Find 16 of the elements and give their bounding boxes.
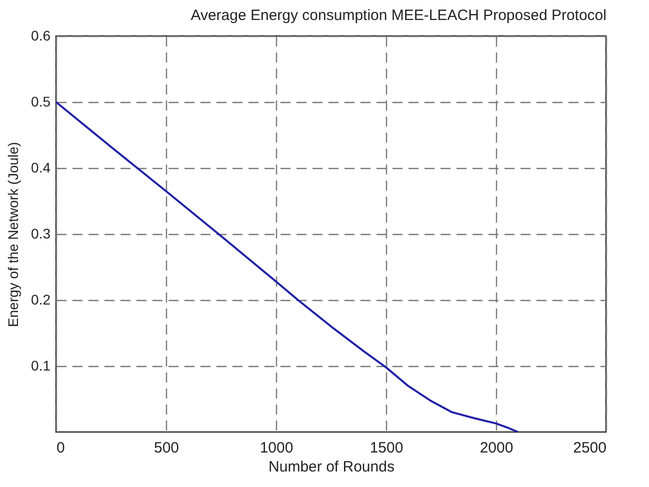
x-tick-label: 2000 [480, 440, 514, 456]
y-tick-label: 0.4 [31, 160, 51, 176]
y-axis-title: Energy of the Network (Joule) [5, 142, 22, 328]
y-tick-label: 0.2 [31, 292, 51, 308]
y-tick-label: 0.1 [31, 358, 51, 374]
y-tick-label: 0.3 [31, 226, 51, 242]
y-tick-label: 0.6 [31, 28, 51, 44]
chart-title: Average Energy consumption MEE-LEACH Proposed Protocol [190, 7, 606, 24]
line-series [56, 101, 519, 432]
x-tick-label: 2500 [573, 440, 606, 456]
x-tick-label: 0 [56, 440, 65, 456]
x-axis-title: Number of Rounds [268, 458, 394, 476]
y-tick-label: 0.5 [31, 94, 51, 110]
x-tick-label: 1000 [260, 440, 294, 456]
x-tick-label: 1500 [370, 440, 404, 456]
x-tick-label: 500 [154, 440, 180, 456]
